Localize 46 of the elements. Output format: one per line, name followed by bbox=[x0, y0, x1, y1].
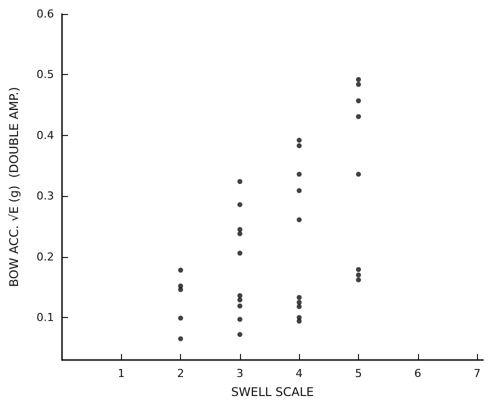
x-tick-label: 4 bbox=[296, 367, 303, 380]
point bbox=[296, 217, 302, 222]
y-tick-label: 0.6 bbox=[36, 8, 54, 20]
point bbox=[356, 267, 361, 272]
point bbox=[178, 287, 184, 292]
x-tick-label: 6 bbox=[414, 367, 422, 380]
point bbox=[296, 143, 302, 148]
point bbox=[178, 268, 184, 273]
point bbox=[237, 202, 242, 208]
point bbox=[237, 293, 242, 298]
point bbox=[356, 82, 361, 87]
point bbox=[237, 316, 242, 322]
point bbox=[237, 303, 242, 308]
x-tick-label: 2 bbox=[177, 367, 184, 380]
point bbox=[356, 272, 361, 278]
point bbox=[356, 98, 361, 104]
point bbox=[237, 297, 242, 302]
point bbox=[356, 172, 361, 177]
x-axis-title: SWELL SCALE bbox=[231, 385, 314, 399]
point bbox=[296, 304, 302, 310]
point bbox=[296, 138, 302, 143]
point bbox=[237, 250, 242, 256]
point bbox=[356, 77, 361, 82]
point bbox=[296, 172, 302, 177]
x-tick-label: 5 bbox=[354, 367, 362, 380]
point bbox=[237, 226, 242, 232]
point bbox=[356, 277, 361, 282]
point bbox=[356, 114, 361, 120]
x-tick-label: 7 bbox=[474, 367, 481, 380]
x-tick-label: 1 bbox=[118, 367, 125, 380]
y-tick-label: 0.5 bbox=[36, 68, 54, 82]
y-tick-label: 0.1 bbox=[36, 311, 54, 324]
point bbox=[296, 300, 302, 305]
point bbox=[296, 188, 302, 194]
point bbox=[237, 179, 242, 184]
y-tick-label: 0.3 bbox=[36, 190, 54, 203]
x-tick-label: 3 bbox=[236, 367, 244, 380]
point bbox=[296, 318, 302, 324]
point bbox=[178, 336, 184, 342]
y-axis-title: BOW ACC. √E (g) (DOUBLE AMP.) bbox=[7, 86, 21, 288]
y-tick-label: 0.4 bbox=[36, 128, 54, 142]
y-tick-label: 0.2 bbox=[36, 250, 54, 264]
point bbox=[178, 316, 184, 321]
point bbox=[296, 294, 302, 300]
point bbox=[237, 231, 242, 236]
point bbox=[237, 332, 242, 338]
